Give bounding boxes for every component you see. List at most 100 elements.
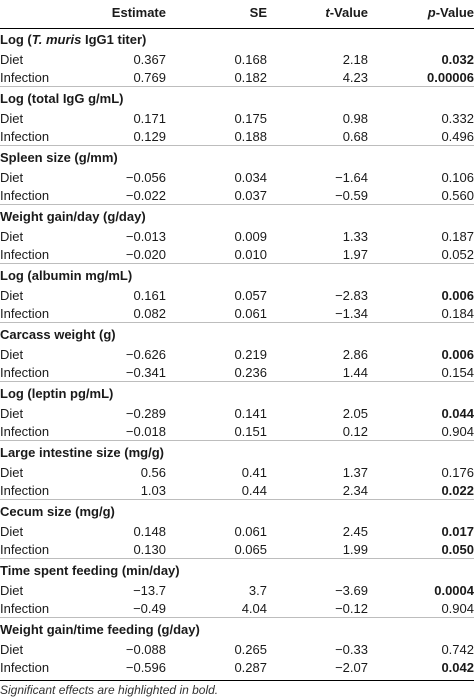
table-section: Log (albumin mg/mL) Diet 0.161 0.057 −2.83 0.… [0,266,474,321]
table-row: Infection −0.018 0.151 0.12 0.904 [0,423,474,440]
table-row: Diet −0.626 0.219 2.86 0.006 [0,346,474,363]
cell-p-value: 0.176 [441,465,474,480]
table-section: Spleen size (g/mm) Diet −0.056 0.034 −1.64 0.… [0,148,474,203]
section-divider [0,558,474,559]
cell-t-value: 1.99 [342,542,368,557]
cell-se: 0.034 [234,170,267,185]
cell-p-value: 0.187 [441,229,474,244]
table-row: Infection 0.129 0.188 0.68 0.496 [0,128,474,145]
cell-se: 0.009 [234,229,267,244]
table-section: Log (T. muris IgG1 titer) Diet 0.367 0.168 2… [0,30,474,85]
cell-estimate: 0.148 [133,524,166,539]
table-section: Log (total IgG g/mL) Diet 0.171 0.175 0.98 0.… [0,89,474,144]
cell-se: 3.7 [248,583,267,598]
cell-se: 0.41 [241,465,267,480]
table-row: Infection 0.082 0.061 −1.34 0.184 [0,305,474,322]
cell-estimate: −0.013 [125,229,166,244]
cell-estimate: 0.367 [133,52,166,67]
cell-t-value: 2.86 [342,347,368,362]
cell-se: 4.04 [241,601,267,616]
row-label: Infection [0,483,50,498]
cell-p-value: 0.052 [441,247,474,262]
cell-t-value: 1.44 [342,365,368,380]
row-label: Infection [0,188,50,203]
cell-p-value: 0.184 [441,306,474,321]
header-se: SE [249,5,267,20]
row-label: Infection [0,660,50,675]
section-divider [0,145,474,146]
cell-t-value: 1.37 [342,465,368,480]
section-divider [0,440,474,441]
table-row: Infection 1.03 0.44 2.34 0.022 [0,482,474,499]
cell-estimate: −0.088 [125,642,166,657]
section-title: Time spent feeding (min/day) [0,563,180,578]
cell-estimate: −0.022 [125,188,166,203]
cell-t-value: 1.97 [342,247,368,262]
section-title: Log (T. muris IgG1 titer) [0,32,147,47]
row-label: Infection [0,247,50,262]
cell-t-value: −0.59 [335,188,368,203]
cell-se: 0.141 [234,406,267,421]
section-title: Large intestine size (mg/g) [0,445,164,460]
cell-estimate: −0.020 [125,247,166,262]
cell-estimate: 0.161 [133,288,166,303]
cell-t-value: 2.45 [342,524,368,539]
cell-p-value: 0.742 [441,642,474,657]
table-section: Cecum size (mg/g) Diet 0.148 0.061 2.45 0.017… [0,502,474,557]
table-section: Time spent feeding (min/day) Diet −13.7 3.7… [0,561,474,616]
cell-p-value: 0.560 [441,188,474,203]
cell-se: 0.061 [234,306,267,321]
cell-estimate: 0.769 [133,70,166,85]
cell-estimate: −0.341 [125,365,166,380]
table-row: Infection 0.130 0.065 1.99 0.050 [0,541,474,558]
cell-t-value: −0.12 [335,601,368,616]
table-row: Diet 0.56 0.41 1.37 0.176 [0,464,474,481]
cell-se: 0.188 [234,129,267,144]
cell-se: 0.065 [234,542,267,557]
table-row: Diet 0.171 0.175 0.98 0.332 [0,110,474,127]
cell-se: 0.168 [234,52,267,67]
row-label: Infection [0,306,50,321]
cell-p-value: 0.022 [441,483,474,498]
cell-t-value: 1.33 [342,229,368,244]
cell-p-value: 0.332 [441,111,474,126]
cell-t-value: 2.18 [342,52,368,67]
row-label: Diet [0,347,24,362]
section-title: Cecum size (mg/g) [0,504,115,519]
row-label: Infection [0,129,50,144]
cell-se: 0.010 [234,247,267,262]
cell-t-value: −0.33 [335,642,368,657]
table-row: Diet −0.056 0.034 −1.64 0.106 [0,169,474,186]
cell-estimate: 0.171 [133,111,166,126]
table-row: Infection −0.020 0.010 1.97 0.052 [0,246,474,263]
table-section: Weight gain/day (g/day) Diet −0.013 0.009 1.… [0,207,474,262]
cell-p-value: 0.0004 [434,583,474,598]
section-divider [0,204,474,205]
cell-t-value: 0.98 [342,111,368,126]
table-row: Infection −0.341 0.236 1.44 0.154 [0,364,474,381]
table-row: Diet 0.161 0.057 −2.83 0.006 [0,287,474,304]
cell-estimate: −0.289 [125,406,166,421]
cell-t-value: 0.12 [342,424,368,439]
cell-se: 0.175 [234,111,267,126]
header-t-value: t-Value [325,5,368,20]
cell-se: 0.057 [234,288,267,303]
section-title: Weight gain/time feeding (g/day) [0,622,200,637]
cell-p-value: 0.006 [441,288,474,303]
row-label: Infection [0,601,50,616]
section-divider [0,263,474,264]
cell-p-value: 0.050 [441,542,474,557]
cell-p-value: 0.017 [441,524,474,539]
table-row: Infection −0.49 4.04 −0.12 0.904 [0,600,474,617]
cell-se: 0.061 [234,524,267,539]
table-row: Diet −0.289 0.141 2.05 0.044 [0,405,474,422]
cell-estimate: −0.626 [125,347,166,362]
row-label: Diet [0,52,24,67]
section-divider [0,381,474,382]
cell-t-value: 2.34 [342,483,368,498]
cell-p-value: 0.032 [441,52,474,67]
cell-estimate: −0.49 [133,601,166,616]
cell-se: 0.037 [234,188,267,203]
header-estimate: Estimate [111,5,166,20]
table-row: Infection 0.769 0.182 4.23 0.00006 [0,69,474,86]
